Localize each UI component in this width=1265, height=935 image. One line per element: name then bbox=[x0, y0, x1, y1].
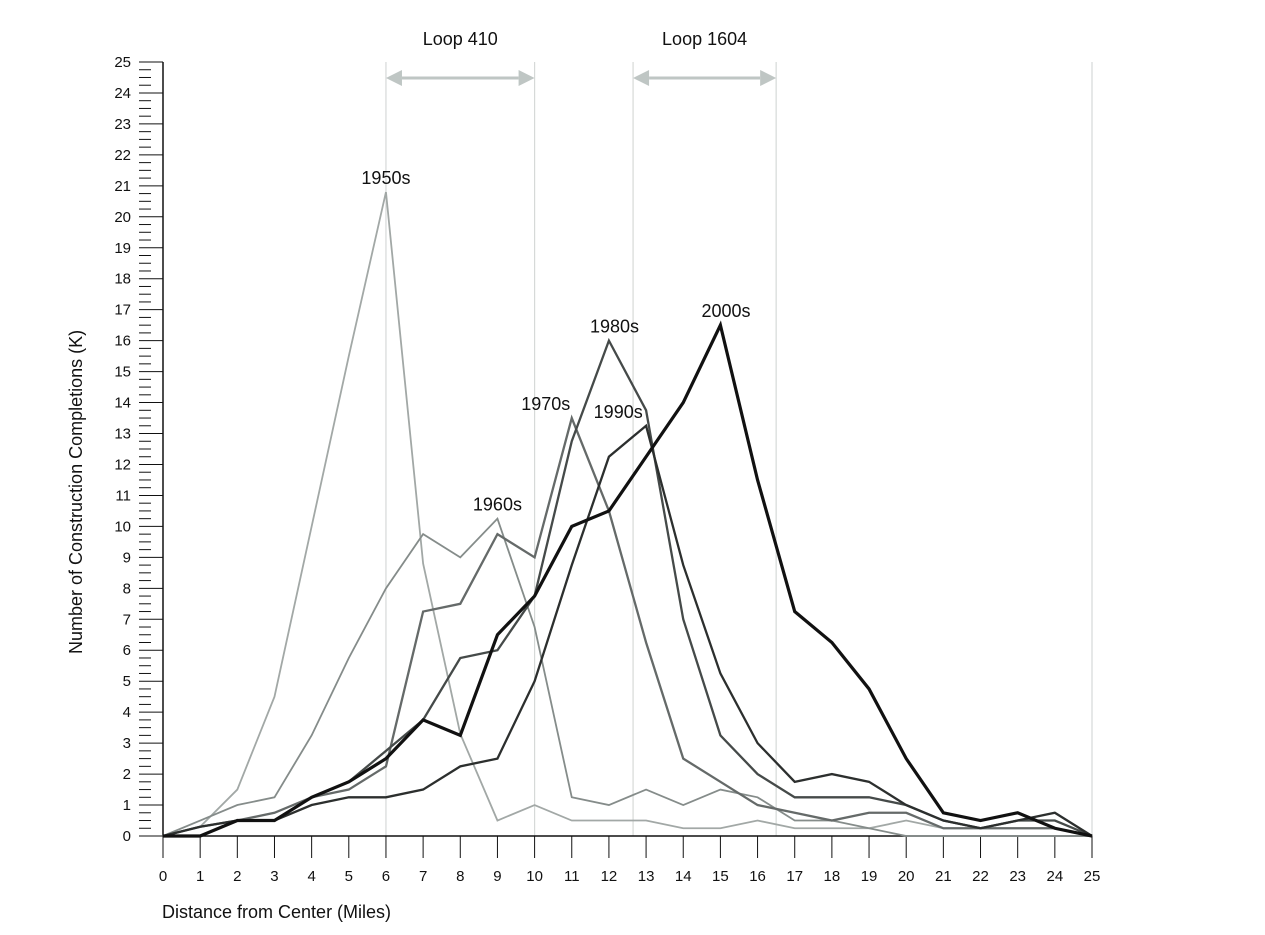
x-tick-label: 5 bbox=[345, 868, 353, 885]
series-label: 1980s bbox=[590, 317, 639, 337]
series-label: 1990s bbox=[594, 402, 643, 422]
x-tick-label: 7 bbox=[419, 868, 427, 885]
y-tick-label: 0 bbox=[123, 828, 131, 845]
y-tick-label: 11 bbox=[115, 487, 131, 504]
region-arrow-head-right bbox=[518, 70, 535, 86]
y-tick-label: 18 bbox=[114, 271, 131, 288]
y-tick-label: 5 bbox=[123, 673, 131, 690]
region-arrow-head-left bbox=[385, 70, 402, 86]
y-tick-label: 7 bbox=[123, 611, 131, 628]
y-tick-label: 14 bbox=[114, 395, 131, 412]
series-line-2000s bbox=[163, 320, 1093, 838]
y-tick-label: 6 bbox=[123, 642, 131, 659]
axes: 0123456789101112131415161718192021222324… bbox=[114, 54, 1100, 885]
y-tick-label: 25 bbox=[114, 54, 131, 71]
y-axis-title: Number of Construction Completions (K) bbox=[66, 330, 86, 654]
y-tick-label: 2 bbox=[123, 766, 131, 783]
y-tick-label: 22 bbox=[114, 147, 131, 164]
x-tick-label: 3 bbox=[270, 868, 278, 885]
x-tick-label: 2 bbox=[233, 868, 241, 885]
series-line-1990s bbox=[162, 423, 1093, 838]
x-tick-label: 20 bbox=[898, 868, 915, 885]
x-tick-label: 15 bbox=[712, 868, 729, 885]
x-tick-label: 10 bbox=[526, 868, 543, 885]
x-tick-label: 21 bbox=[935, 868, 952, 885]
x-tick-label: 19 bbox=[861, 868, 878, 885]
series-line-1970s bbox=[162, 414, 1093, 838]
x-tick-label: 1 bbox=[196, 868, 204, 885]
reference-lines bbox=[385, 62, 1093, 836]
x-tick-label: 14 bbox=[675, 868, 692, 885]
y-tick-label: 10 bbox=[114, 518, 131, 535]
region-annotations: Loop 410 Loop 1604 bbox=[385, 29, 777, 86]
y-tick-label: 4 bbox=[123, 704, 131, 721]
series-label: 1950s bbox=[361, 168, 410, 188]
y-tick-label: 1 bbox=[123, 797, 131, 814]
x-tick-label: 8 bbox=[456, 868, 464, 885]
x-tick-label: 18 bbox=[824, 868, 841, 885]
x-tick-label: 4 bbox=[307, 868, 315, 885]
y-tick-label: 9 bbox=[123, 549, 131, 566]
series-labels: 1950s 1960s 1970s 1980s 1990s 2000s bbox=[361, 168, 750, 515]
y-tick-label: 15 bbox=[114, 364, 131, 381]
y-tick-label: 16 bbox=[114, 333, 131, 350]
series-label: 1970s bbox=[521, 394, 570, 414]
series-line-1950s bbox=[162, 191, 1093, 837]
series-line-1960s bbox=[162, 516, 1092, 837]
series-label: 2000s bbox=[701, 301, 750, 321]
x-tick-label: 0 bbox=[159, 868, 167, 885]
y-tick-label: 17 bbox=[114, 302, 131, 319]
x-tick-label: 12 bbox=[601, 868, 618, 885]
x-tick-label: 23 bbox=[1009, 868, 1026, 885]
x-tick-label: 17 bbox=[786, 868, 803, 885]
x-tick-label: 11 bbox=[564, 868, 580, 885]
x-tick-label: 16 bbox=[749, 868, 766, 885]
x-tick-label: 22 bbox=[972, 868, 989, 885]
y-tick-label: 21 bbox=[114, 178, 131, 195]
x-tick-label: 24 bbox=[1046, 868, 1063, 885]
y-tick-label: 12 bbox=[114, 456, 131, 473]
x-tick-label: 9 bbox=[493, 868, 501, 885]
series-lines bbox=[162, 191, 1093, 838]
series-label: 1960s bbox=[473, 495, 522, 515]
region-label: Loop 1604 bbox=[662, 29, 747, 49]
x-tick-label: 6 bbox=[382, 868, 390, 885]
region-arrow-head-left bbox=[633, 70, 650, 86]
x-tick-label: 13 bbox=[638, 868, 655, 885]
y-tick-label: 19 bbox=[114, 240, 131, 257]
region-label: Loop 410 bbox=[423, 29, 498, 49]
y-tick-label: 23 bbox=[114, 116, 131, 133]
y-tick-label: 24 bbox=[114, 85, 131, 102]
y-tick-label: 3 bbox=[123, 735, 131, 752]
region-arrow-head-right bbox=[760, 70, 777, 86]
x-axis-title: Distance from Center (Miles) bbox=[162, 902, 391, 922]
y-tick-label: 13 bbox=[114, 426, 131, 443]
x-tick-label: 25 bbox=[1084, 868, 1101, 885]
y-tick-label: 8 bbox=[123, 580, 131, 597]
y-tick-label: 20 bbox=[114, 209, 131, 226]
